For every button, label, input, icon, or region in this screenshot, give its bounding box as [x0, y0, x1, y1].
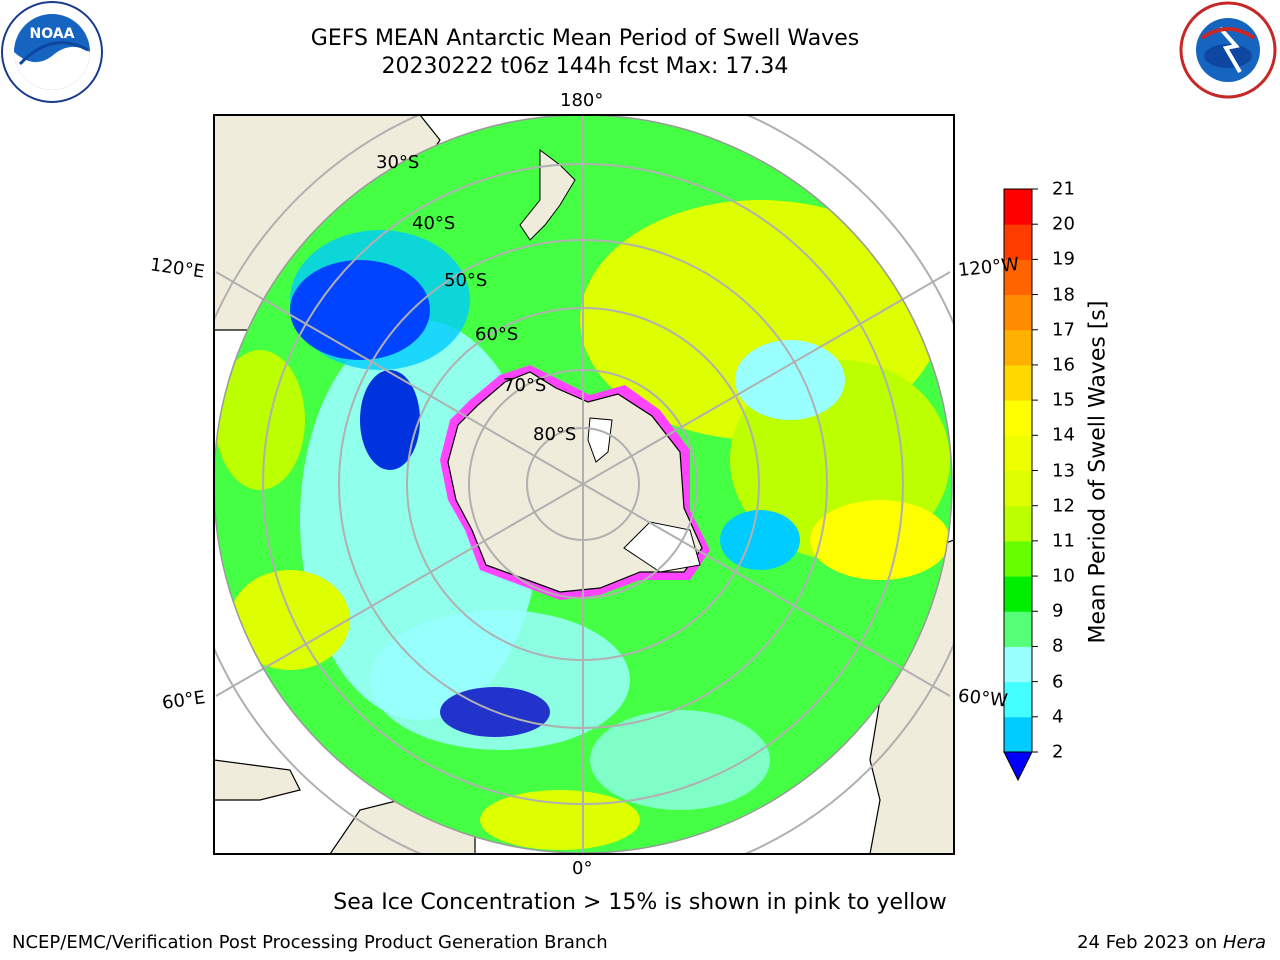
- sea-ice-caption: Sea Ice Concentration > 15% is shown in …: [0, 890, 1280, 915]
- lon-label-180: 180°: [560, 90, 604, 111]
- colorbar-tick-label: 15: [1052, 389, 1075, 411]
- colorbar-tick-label: 11: [1052, 530, 1075, 552]
- colorbar-segment: [1004, 400, 1032, 436]
- colorbar-tick-label: 19: [1052, 248, 1075, 270]
- lat-label-50s: 50°S: [444, 270, 488, 291]
- lat-label-70s: 70°S: [503, 375, 547, 396]
- colorbar-segment: [1004, 681, 1032, 718]
- footer-date-text: 24 Feb 2023 on: [1077, 932, 1223, 953]
- noaa-logo-text: NOAA: [30, 26, 75, 42]
- lat-label-60s: 60°S: [475, 324, 519, 345]
- colorbar-segment: [1004, 294, 1032, 331]
- colorbar-segment: [1004, 716, 1032, 753]
- colorbar-tick-label: 4: [1052, 706, 1064, 728]
- colorbar-tick-label: 13: [1052, 460, 1075, 481]
- new-zealand-land: [519, 149, 576, 241]
- colorbar-segment: [1004, 611, 1032, 647]
- colorbar-tick-label: 17: [1052, 319, 1075, 341]
- map-frame: [213, 114, 955, 855]
- footer-date: 24 Feb 2023 on Hera: [1077, 932, 1266, 953]
- colorbar-tick-label: 8: [1052, 635, 1064, 657]
- colorbar: [1003, 188, 1038, 782]
- colorbar-title: Mean Period of Swell Waves [s]: [1085, 300, 1111, 644]
- lat-label-40s: 40°S: [412, 213, 456, 234]
- graticule: [214, 115, 954, 854]
- caption-text: Sea Ice Concentration > 15% is shown in …: [333, 890, 947, 915]
- lat-label-80s: 80°S: [533, 424, 577, 445]
- lat-label-30s: 30°S: [376, 152, 420, 173]
- colorbar-segment: [1004, 470, 1032, 507]
- colorbar-segment: [1004, 224, 1032, 260]
- colorbar-segment: [1004, 364, 1032, 401]
- colorbar-extend-arrow: [1003, 751, 1033, 782]
- lon-label-0: 0°: [572, 858, 593, 879]
- colorbar-tick-label: 21: [1052, 178, 1075, 200]
- colorbar-segment: [1004, 646, 1032, 683]
- chart-title: GEFS MEAN Antarctic Mean Period of Swell…: [310, 26, 860, 51]
- noaa-logo: NOAA: [1, 1, 103, 103]
- colorbar-tick-label: 9: [1052, 600, 1064, 622]
- weddell-ice: [623, 521, 701, 573]
- colorbar-tick-label: 14: [1052, 424, 1075, 446]
- colorbar-tick-label: 6: [1052, 671, 1064, 693]
- nws-logo: [1179, 1, 1277, 99]
- colorbar-tick-label: 16: [1052, 354, 1075, 376]
- colorbar-tick-label: 20: [1052, 213, 1075, 235]
- colorbar-segment: [1004, 505, 1032, 542]
- colorbar-segment: [1004, 329, 1032, 366]
- colorbar-tick-label: 2: [1052, 741, 1064, 763]
- colorbar-segment: [1004, 259, 1032, 296]
- colorbar-segment: [1004, 576, 1032, 612]
- colorbar-tick-label: 10: [1052, 565, 1075, 587]
- footer-host: Hera: [1222, 932, 1266, 953]
- colorbar-segment: [1004, 435, 1032, 471]
- colorbar-segment: [1004, 540, 1032, 577]
- colorbar-tick-label: 18: [1052, 284, 1075, 306]
- colorbar-tick-label: 12: [1052, 495, 1075, 517]
- footer-credit: NCEP/EMC/Verification Post Processing Pr…: [12, 932, 608, 953]
- chart-subtitle: 20230222 t06z 144h fcst Max: 17.34: [381, 54, 789, 79]
- colorbar-segment: [1004, 189, 1032, 225]
